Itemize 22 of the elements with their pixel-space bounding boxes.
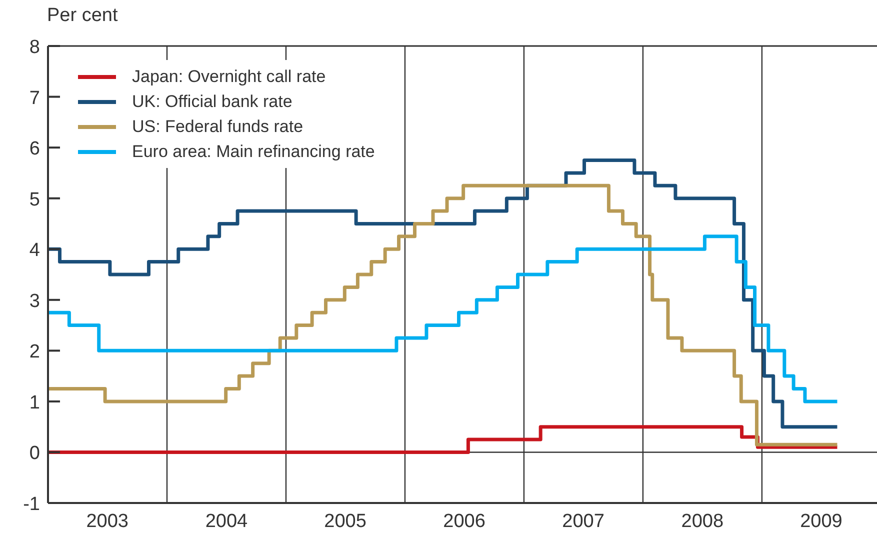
- y-tick-label: 4: [29, 240, 40, 262]
- legend-label: Euro area: Main refinancing rate: [132, 142, 375, 162]
- x-tick-label: 2009: [800, 511, 842, 532]
- y-tick-label: 3: [29, 290, 40, 312]
- y-axis-title: Per cent: [47, 5, 118, 27]
- legend-label: UK: Official bank rate: [132, 92, 292, 112]
- y-tick-label: 5: [29, 189, 40, 210]
- x-tick-label: 2004: [205, 511, 248, 532]
- x-tick-label: 2003: [86, 511, 128, 532]
- y-tick-label: 2: [29, 342, 40, 363]
- y-tick-label: 1: [29, 392, 40, 414]
- y-tick-label: 6: [29, 138, 40, 160]
- x-tick-label: 2006: [443, 511, 486, 532]
- y-tick-label: 0: [29, 443, 40, 464]
- legend-label: Japan: Overnight call rate: [132, 66, 326, 86]
- x-tick-label: 2008: [681, 511, 724, 532]
- y-tick-label: -1: [23, 494, 40, 515]
- y-tick-label: 7: [29, 88, 40, 109]
- y-tick-label: 8: [29, 37, 40, 58]
- x-tick-label: 2007: [562, 511, 604, 532]
- legend-label: US: Federal funds rate: [132, 116, 304, 136]
- x-tick-label: 2005: [324, 511, 366, 532]
